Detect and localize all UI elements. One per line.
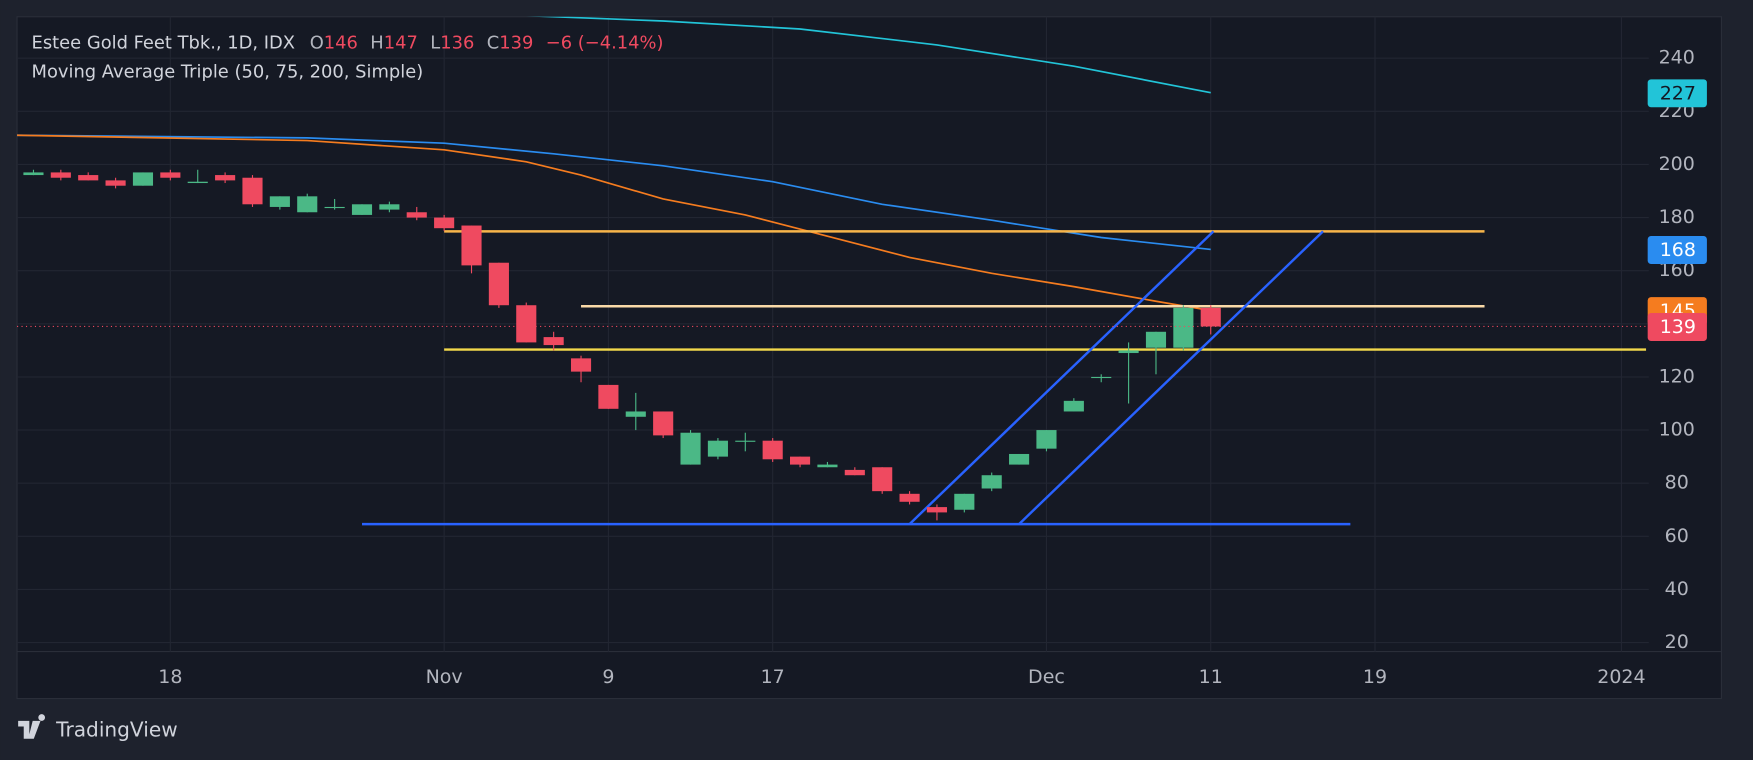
candle-body xyxy=(543,337,564,346)
candle-body xyxy=(78,175,99,181)
change-value: −6 (−4.14%) xyxy=(546,33,664,54)
price-label: 139 xyxy=(1660,316,1696,338)
drawing-line xyxy=(1018,230,1324,525)
candle-body xyxy=(297,196,318,213)
x-tick-label: 17 xyxy=(761,666,785,688)
candle-body xyxy=(625,411,646,417)
y-tick-label: 100 xyxy=(1659,419,1695,441)
y-tick-label: 160 xyxy=(1659,259,1695,281)
candle-body xyxy=(269,196,290,207)
candle-body xyxy=(570,358,592,372)
candle-body xyxy=(844,469,865,476)
chart-panel xyxy=(16,16,1722,700)
candle-body xyxy=(1173,307,1194,348)
candle-body xyxy=(160,172,181,178)
legend-header: Estee Gold Feet Tbk., 1D, IDX O146 H147 … xyxy=(32,33,664,54)
y-tick-label: 40 xyxy=(1665,578,1689,600)
candle-body xyxy=(735,440,756,442)
candle-body xyxy=(324,206,345,209)
candle-body xyxy=(1009,453,1030,465)
x-tick-label: 2024 xyxy=(1597,666,1645,688)
candle-body xyxy=(653,411,674,436)
candle-body xyxy=(707,440,728,457)
candle-body xyxy=(1145,331,1167,348)
candle-body xyxy=(351,204,373,215)
candle-body xyxy=(954,493,975,510)
x-tick-label: 11 xyxy=(1199,666,1223,688)
x-tick-label: 19 xyxy=(1363,666,1387,688)
brand-name: TradingView xyxy=(55,717,178,741)
open-value: 146 xyxy=(324,33,358,54)
logo-icon xyxy=(18,714,46,739)
candle-body xyxy=(187,181,208,184)
candle-body xyxy=(215,175,236,181)
y-tick-label: 60 xyxy=(1665,525,1689,547)
price-label: 227 xyxy=(1660,82,1696,104)
close-value: 139 xyxy=(499,33,533,54)
plot xyxy=(17,16,1649,526)
axes: 2040608010012014016018020022024018Nov917… xyxy=(158,47,1707,688)
candle-body xyxy=(762,440,783,460)
candle-body xyxy=(516,305,537,343)
high-value: 147 xyxy=(384,33,418,54)
price-label-box xyxy=(1647,236,1707,264)
y-tick-label: 20 xyxy=(1665,631,1689,653)
ohlc-label: C xyxy=(487,33,499,54)
moving-average-line xyxy=(17,134,1211,251)
x-tick-label: Nov xyxy=(426,666,463,688)
moving-average-line xyxy=(532,16,1211,94)
candle-body xyxy=(926,507,948,513)
candle-body xyxy=(379,204,400,210)
candle-body xyxy=(406,212,427,218)
low-value: 136 xyxy=(440,33,474,54)
candle-body xyxy=(680,432,701,465)
candle-body xyxy=(1118,350,1139,354)
candle-body xyxy=(899,493,920,502)
symbol-title: Estee Gold Feet Tbk., 1D, IDX xyxy=(32,33,296,54)
price-label: 168 xyxy=(1660,239,1696,261)
y-tick-label: 180 xyxy=(1659,206,1695,228)
candle-body xyxy=(488,262,509,306)
candle-body xyxy=(434,217,455,229)
candle-body xyxy=(789,456,811,465)
candle-body xyxy=(242,177,263,205)
candle-body xyxy=(23,172,44,176)
candle-body xyxy=(132,172,154,186)
candle-body xyxy=(461,225,482,266)
ohlc-label: O xyxy=(310,33,324,54)
x-tick-label: 9 xyxy=(602,666,614,688)
candle-body xyxy=(1091,376,1112,379)
candle-body xyxy=(105,180,126,186)
indicator-title: Moving Average Triple (50, 75, 200, Simp… xyxy=(32,62,424,83)
candle-body xyxy=(50,172,71,178)
ohlc-label: H xyxy=(370,33,383,54)
price-label-box xyxy=(1647,79,1707,108)
candle-body xyxy=(872,467,893,492)
moving-average-line xyxy=(17,134,1211,312)
y-tick-label: 120 xyxy=(1659,365,1695,387)
y-tick-label: 80 xyxy=(1665,472,1689,494)
candle-body xyxy=(1063,400,1084,412)
candle-body xyxy=(817,464,838,468)
price-label-box xyxy=(1647,313,1707,342)
candle-body xyxy=(598,384,619,409)
y-tick-label: 240 xyxy=(1659,47,1695,69)
x-tick-label: Dec xyxy=(1028,666,1065,688)
ohlc-label: L xyxy=(430,33,440,54)
candle-body xyxy=(981,475,1002,489)
candle-body xyxy=(1200,307,1221,327)
drawing-line xyxy=(908,230,1215,525)
brand-logo xyxy=(18,714,46,739)
grid xyxy=(17,16,1649,652)
candle-body xyxy=(1036,430,1057,449)
y-tick-label: 200 xyxy=(1659,153,1695,175)
x-tick-label: 18 xyxy=(158,666,182,688)
